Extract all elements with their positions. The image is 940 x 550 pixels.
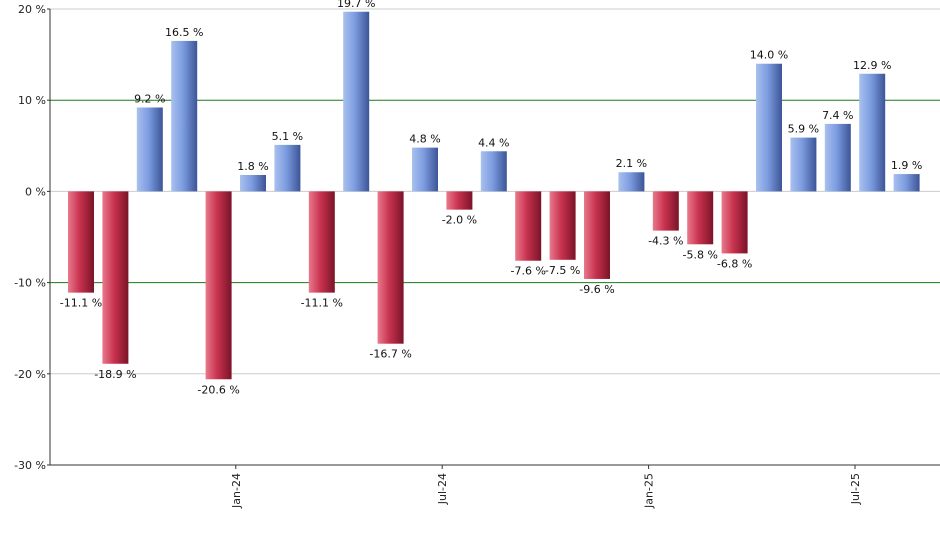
bar-value-label: 12.9 % — [853, 59, 891, 72]
bar-value-label: -4.3 % — [648, 235, 683, 248]
x-tick-label: Jul-24 — [436, 473, 449, 505]
bar — [102, 191, 129, 364]
bar-value-label: 7.4 % — [822, 109, 853, 122]
axes — [47, 8, 940, 469]
bar-value-label: -11.1 % — [301, 297, 343, 310]
bar-value-label: -20.6 % — [197, 383, 239, 396]
bar-value-label: 4.8 % — [409, 133, 440, 146]
bar-value-label: -7.6 % — [510, 265, 545, 278]
bar — [756, 63, 782, 192]
bar — [446, 191, 473, 210]
bar-value-label: -11.1 % — [60, 297, 102, 310]
bar — [205, 191, 232, 380]
bar-value-label: -5.8 % — [682, 248, 717, 261]
bar-value-label: 5.1 % — [272, 130, 303, 143]
y-tick-label: -10 % — [14, 277, 46, 290]
bar-value-label: 14.0 % — [750, 49, 788, 62]
x-tick-label: Jul-25 — [849, 473, 862, 505]
bar-value-label: 19.7 % — [337, 0, 375, 10]
x-tick-label: Jan-24 — [230, 473, 243, 509]
bar — [652, 191, 679, 231]
bar — [859, 73, 886, 192]
bar — [240, 174, 266, 192]
bar — [584, 191, 610, 279]
bar — [549, 191, 576, 260]
y-tick-label: 20 % — [18, 3, 46, 16]
bar — [343, 11, 370, 192]
y-tick-label: -30 % — [14, 459, 46, 472]
bar — [274, 144, 301, 192]
labels: 20 % 10 % 0 % -10 % -20 % -30 % -11.1 % -18.9 %… — [14, 0, 922, 509]
bar-value-label: 4.4 % — [478, 136, 509, 149]
bar-value-label: 16.5 % — [165, 26, 203, 39]
bar — [618, 172, 645, 192]
bars — [68, 11, 920, 380]
x-tick-label: Jan-25 — [643, 473, 656, 509]
bar-value-label: 5.9 % — [788, 123, 819, 136]
bar — [136, 107, 163, 192]
bar-value-label: -9.6 % — [579, 283, 614, 296]
bar — [377, 191, 404, 344]
bar-value-label: 2.1 % — [616, 157, 647, 170]
bar — [687, 191, 714, 245]
bar — [824, 123, 851, 192]
y-tick-label: 0 % — [25, 185, 46, 198]
bar — [893, 174, 920, 192]
y-tick-label: 10 % — [18, 94, 46, 107]
bar — [171, 40, 198, 192]
bar-value-label: 1.8 % — [237, 160, 268, 173]
bar — [68, 191, 94, 293]
bar — [308, 191, 335, 293]
bar-value-label: 1.9 % — [891, 159, 922, 172]
bar-value-label: -16.7 % — [369, 348, 411, 361]
bar — [721, 191, 748, 254]
bar — [515, 191, 542, 261]
bar — [790, 137, 817, 192]
bar-value-label: 9.2 % — [134, 92, 165, 105]
bar-value-label: -18.9 % — [94, 368, 136, 381]
bar-value-label: -7.5 % — [545, 264, 580, 277]
y-tick-label: -20 % — [14, 368, 46, 381]
bar-value-label: -6.8 % — [717, 257, 752, 270]
bar — [412, 147, 438, 192]
bar — [480, 151, 507, 192]
bar-value-label: -2.0 % — [442, 214, 477, 227]
